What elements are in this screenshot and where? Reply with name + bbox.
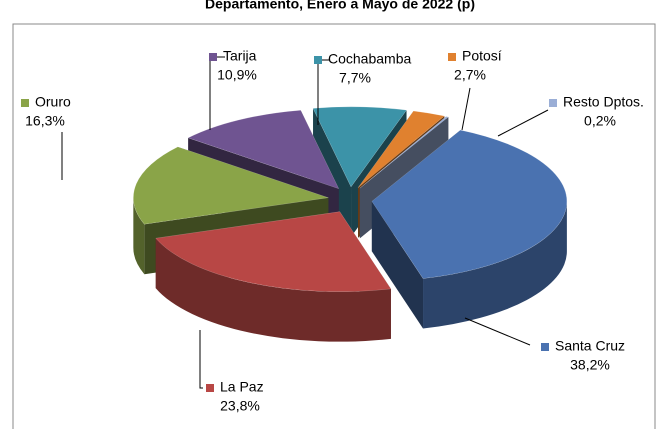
- legend-swatch: [549, 99, 557, 107]
- leader-line: [461, 87, 471, 131]
- slice-wall: [423, 201, 567, 329]
- category-label: Santa Cruz: [555, 338, 625, 354]
- pie: [133, 106, 568, 342]
- slice-top: [155, 211, 392, 292]
- slice-top: [312, 106, 407, 188]
- slice: [371, 129, 568, 329]
- value-label: 0,2%: [584, 113, 616, 129]
- legend-swatch: [541, 343, 549, 351]
- value-label: 10,9%: [217, 67, 257, 83]
- slice-top: [371, 129, 568, 279]
- category-label: Cochabamba: [328, 51, 411, 67]
- legend-swatch: [314, 56, 322, 64]
- slice-top: [357, 110, 445, 188]
- slice-wall: [133, 197, 145, 275]
- chart-title: Departamento, Enero a Mayo de 2022 (p): [205, 0, 475, 12]
- value-label: 16,3%: [25, 113, 65, 129]
- leader-line: [497, 109, 549, 137]
- slice: [155, 211, 392, 342]
- slice-wall: [155, 238, 391, 342]
- legend-swatch: [209, 53, 217, 61]
- category-label: Tarija: [223, 48, 257, 64]
- legend-swatch: [206, 384, 214, 392]
- value-label: 23,8%: [220, 398, 260, 414]
- category-label: La Paz: [220, 379, 264, 395]
- legend-swatch: [448, 53, 456, 61]
- slice-side: [371, 201, 424, 329]
- leader-line: [464, 317, 531, 346]
- value-label: 2,7%: [454, 67, 486, 83]
- legend-swatch: [21, 99, 29, 107]
- slice-top: [187, 109, 340, 190]
- category-label: Potosí: [462, 48, 502, 64]
- slice-side: [313, 108, 352, 237]
- value-label: 7,7%: [339, 70, 371, 86]
- category-label: Resto Dptos.: [563, 94, 644, 110]
- chart-frame: [12, 23, 656, 429]
- leader-line: [199, 330, 203, 389]
- slice-top: [133, 146, 329, 225]
- slice-top: [359, 116, 449, 189]
- value-label: 38,2%: [570, 357, 610, 373]
- labels: Santa Cruz 38,2% La Paz 23,8% Oruro 16,3% Tari…: [21, 48, 644, 414]
- category-label: Oruro: [35, 94, 71, 110]
